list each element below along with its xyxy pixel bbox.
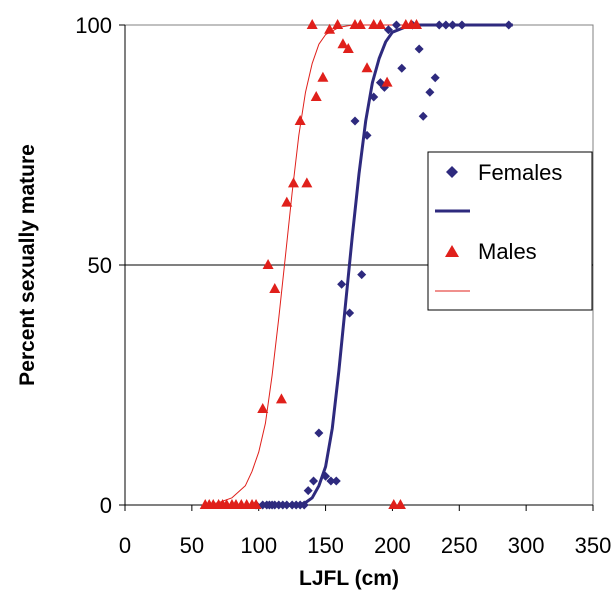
male-data-point xyxy=(342,43,354,53)
x-tick-label: 50 xyxy=(180,533,204,558)
male-data-point xyxy=(317,71,329,82)
y-tick-label: 50 xyxy=(88,253,112,278)
female-data-point xyxy=(331,476,341,486)
male-data-point xyxy=(324,23,336,34)
female-data-point xyxy=(299,500,309,510)
y-tick-label: 100 xyxy=(75,13,112,38)
female-data-point xyxy=(441,20,451,30)
x-tick-label: 0 xyxy=(119,533,131,558)
male-data-point xyxy=(354,19,366,29)
female-data-point xyxy=(397,63,407,73)
males-fit-curve xyxy=(205,24,420,506)
legend: Females Males xyxy=(427,151,593,311)
male-data-point xyxy=(337,38,349,49)
female-data-point xyxy=(425,87,435,97)
x-tick-label: 350 xyxy=(575,533,612,558)
male-data-point xyxy=(381,76,393,87)
points-layer xyxy=(199,19,514,510)
female-data-point xyxy=(350,116,360,126)
y-axis-title: Percent sexually mature xyxy=(16,144,39,386)
female-data-point xyxy=(504,20,514,30)
male-data-point xyxy=(394,499,406,509)
female-data-point xyxy=(457,20,467,30)
y-tick-label: 0 xyxy=(100,493,112,518)
x-tick-label: 300 xyxy=(508,533,545,558)
female-data-point xyxy=(362,130,372,140)
male-data-point xyxy=(410,19,422,29)
female-data-point xyxy=(414,44,424,54)
female-data-point xyxy=(345,308,355,318)
male-data-point xyxy=(287,177,299,188)
male-data-point xyxy=(310,91,322,101)
male-data-point xyxy=(332,19,344,29)
male-data-point xyxy=(275,393,287,404)
male-data-point xyxy=(250,499,262,509)
female-data-point xyxy=(369,92,379,102)
male-data-point xyxy=(262,259,274,269)
legend-marker-females xyxy=(446,166,458,178)
female-data-point xyxy=(326,476,336,486)
female-data-point xyxy=(430,73,440,83)
male-data-point xyxy=(301,177,313,188)
female-data-point xyxy=(282,500,292,510)
female-data-point xyxy=(418,111,428,121)
male-data-point xyxy=(306,19,318,29)
male-data-point xyxy=(374,19,386,29)
legend-marker-males xyxy=(445,245,459,257)
x-tick-label: 200 xyxy=(374,533,411,558)
legend-label-females: Females xyxy=(478,160,562,185)
female-data-point xyxy=(391,20,401,30)
ticks-layer: 0 50 100 150 200 250 300 350 0 50 100 xyxy=(75,13,611,558)
x-axis-title: LJFL (cm) xyxy=(299,567,399,590)
female-data-point xyxy=(314,428,324,438)
female-data-point xyxy=(303,486,313,496)
female-data-point xyxy=(357,270,367,280)
female-data-point xyxy=(337,279,347,289)
x-tick-label: 250 xyxy=(441,533,478,558)
legend-box xyxy=(427,151,593,311)
x-tick-label: 100 xyxy=(240,533,277,558)
female-data-point xyxy=(383,25,393,35)
male-data-point xyxy=(281,196,293,207)
female-data-point xyxy=(434,20,444,30)
male-data-point xyxy=(257,403,269,413)
female-data-point xyxy=(309,476,319,486)
female-data-point xyxy=(448,20,458,30)
female-data-point xyxy=(321,471,331,481)
male-data-point xyxy=(269,283,281,293)
legend-label-males: Males xyxy=(478,239,537,264)
male-data-point xyxy=(361,62,373,73)
male-data-point xyxy=(294,115,306,125)
x-tick-label: 150 xyxy=(307,533,344,558)
